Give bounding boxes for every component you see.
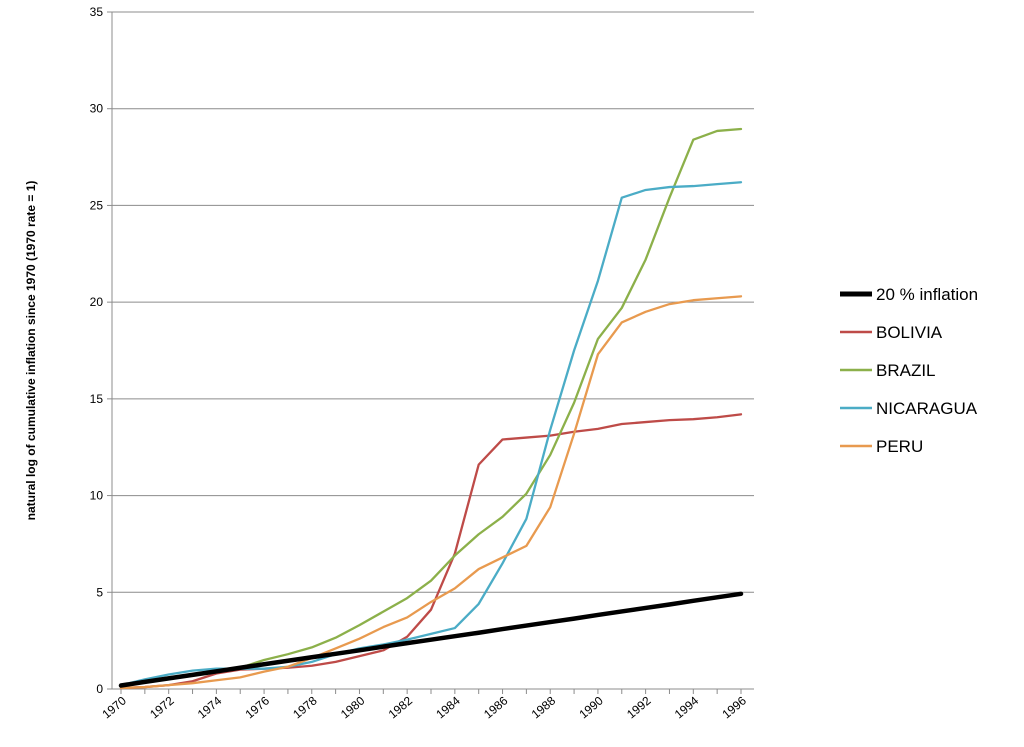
x-tick-label: 1990: [576, 693, 606, 721]
x-tick-labels: 1970 1972 1974 1976 1978 1980 1982 1984 1986 1988…: [99, 689, 749, 721]
y-tick-label: 5: [96, 585, 103, 599]
series-lines: [118, 127, 744, 690]
x-tick-label: 1986: [481, 693, 511, 721]
x-tick-label: 1980: [338, 693, 368, 721]
x-tick-label: 1982: [386, 693, 416, 721]
x-tick-label: 1996: [719, 693, 749, 721]
y-tick-label: 30: [90, 102, 104, 116]
legend-label: BOLIVIA: [876, 323, 943, 342]
legend: 20 % inflation BOLIVIA BRAZIL NICARAGUA PERU: [840, 285, 978, 456]
axes: [111, 12, 754, 690]
series-line-20-inflation: [118, 591, 744, 688]
series-line-bolivia: [119, 413, 743, 690]
legend-label: 20 % inflation: [876, 285, 978, 304]
y-tick-labels: 0 5 10 15 20 25 30 35: [90, 5, 104, 696]
x-tick-label: 1992: [624, 693, 654, 721]
y-tick-label: 35: [90, 5, 104, 19]
legend-label: PERU: [876, 437, 923, 456]
x-tick-label: 1974: [195, 693, 225, 721]
y-tick-label: 15: [90, 392, 104, 406]
y-tick-label: 0: [96, 682, 103, 696]
x-tick-label: 1970: [99, 693, 129, 721]
x-tick-label: 1976: [243, 693, 273, 721]
y-tick-label: 10: [90, 489, 104, 503]
y-tick-label: 25: [90, 198, 104, 212]
y-axis-label: natural log of cumulative inflation sinc…: [24, 181, 38, 521]
x-tick-label: 1978: [290, 693, 320, 721]
gridlines: [107, 11, 754, 690]
x-tick-label: 1994: [672, 693, 702, 721]
x-tick-label: 1972: [147, 693, 177, 721]
legend-label: NICARAGUA: [876, 399, 978, 418]
legend-label: BRAZIL: [876, 361, 936, 380]
x-tick-label: 1984: [433, 693, 463, 721]
y-tick-label: 20: [90, 295, 104, 309]
x-tick-label: 1988: [529, 693, 559, 721]
series-line-peru: [119, 295, 743, 690]
